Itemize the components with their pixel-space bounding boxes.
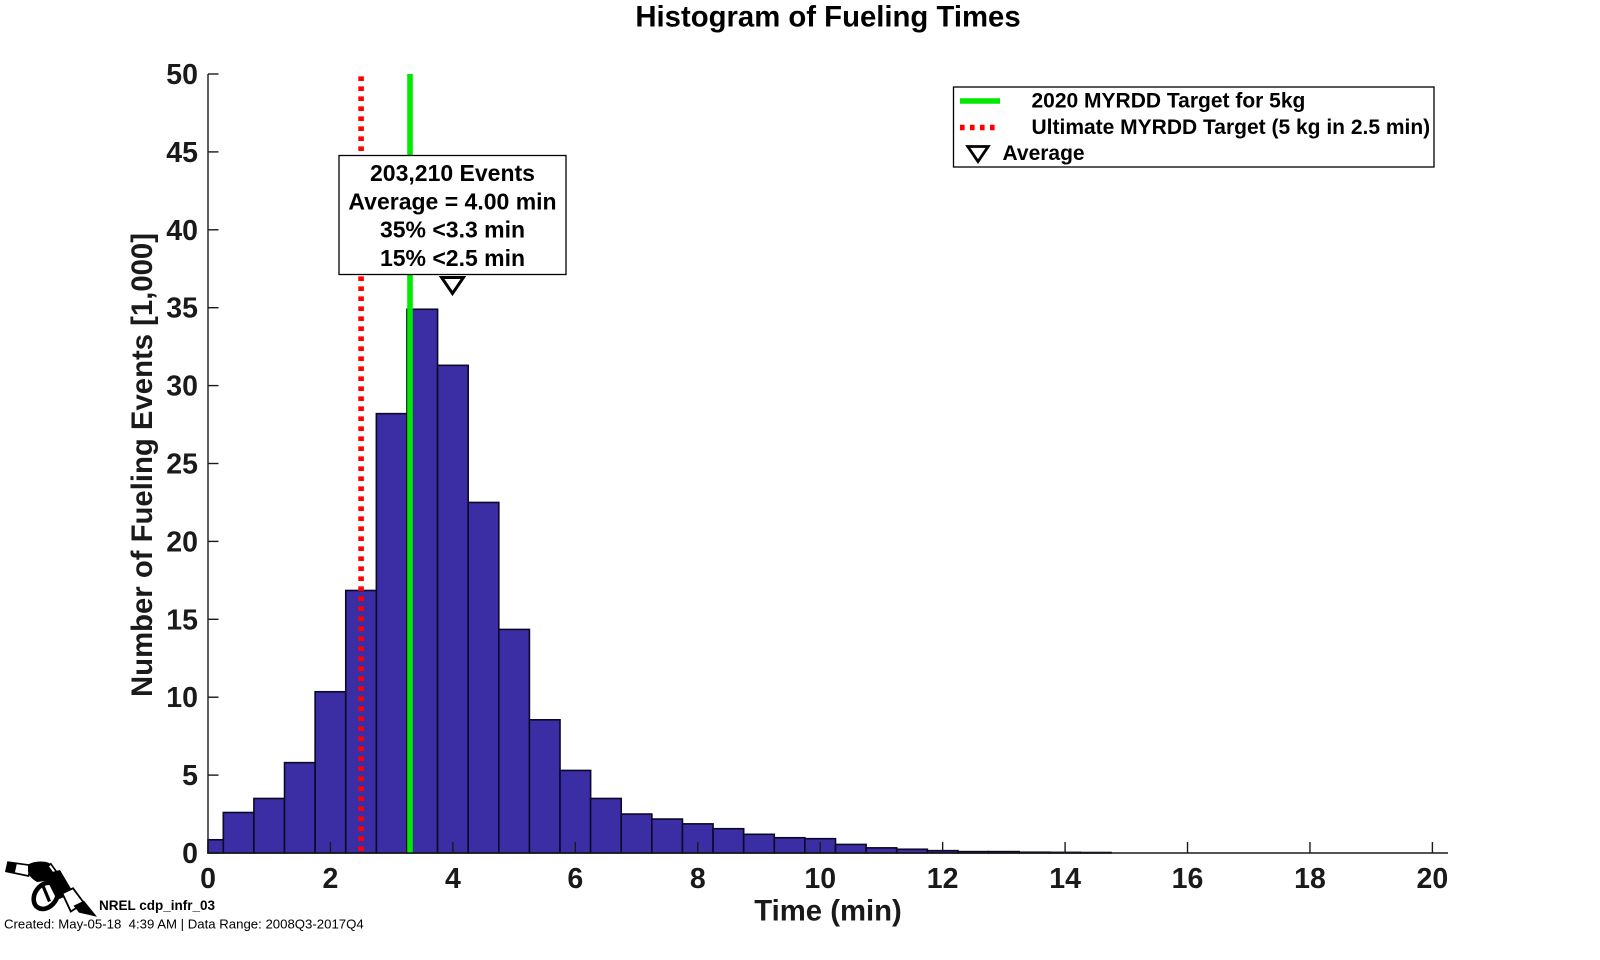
svg-text:Time (min): Time (min) (754, 895, 902, 928)
svg-text:45: 45 (166, 137, 198, 169)
svg-text:18: 18 (1294, 863, 1326, 895)
svg-text:20: 20 (1417, 863, 1449, 895)
svg-text:35: 35 (166, 293, 198, 325)
svg-text:6: 6 (567, 863, 583, 895)
svg-text:2020 MYRDD Target for 5kg: 2020 MYRDD Target for 5kg (1032, 90, 1306, 113)
svg-text:0: 0 (200, 863, 216, 895)
svg-text:Average: Average (1003, 142, 1085, 165)
svg-text:14: 14 (1049, 863, 1081, 895)
svg-text:50: 50 (166, 59, 198, 91)
svg-text:25: 25 (166, 449, 198, 481)
svg-text:Average = 4.00 min: Average = 4.00 min (348, 188, 556, 214)
svg-text:2: 2 (322, 863, 338, 895)
svg-text:Created: May-05-18 4:39 AM |: Created: May-05-18 4:39 AM | Data Range:… (4, 917, 364, 932)
svg-text:203,210 Events: 203,210 Events (370, 160, 535, 186)
svg-text:Histogram of Fueling Times: Histogram of Fueling Times (635, 1, 1020, 34)
svg-text:4: 4 (445, 863, 461, 895)
svg-text:40: 40 (166, 215, 198, 247)
svg-text:15: 15 (166, 604, 198, 636)
svg-text:Ultimate MYRDD Target (5 kg in: Ultimate MYRDD Target (5 kg in 2.5 min) (1032, 116, 1431, 139)
svg-text:10: 10 (166, 682, 198, 714)
svg-text:8: 8 (690, 863, 706, 895)
svg-text:0: 0 (182, 838, 198, 870)
svg-text:20: 20 (166, 526, 198, 558)
svg-text:30: 30 (166, 371, 198, 403)
svg-text:16: 16 (1172, 863, 1204, 895)
svg-text:NREL cdp_infr_03: NREL cdp_infr_03 (99, 898, 216, 913)
svg-text:15% <2.5 min: 15% <2.5 min (380, 245, 525, 271)
svg-text:Number of Fueling Events [1,00: Number of Fueling Events [1,000] (126, 233, 159, 697)
svg-text:5: 5 (182, 760, 198, 792)
svg-text:12: 12 (927, 863, 959, 895)
svg-text:10: 10 (804, 863, 836, 895)
svg-text:35% <3.3 min: 35% <3.3 min (380, 217, 525, 243)
